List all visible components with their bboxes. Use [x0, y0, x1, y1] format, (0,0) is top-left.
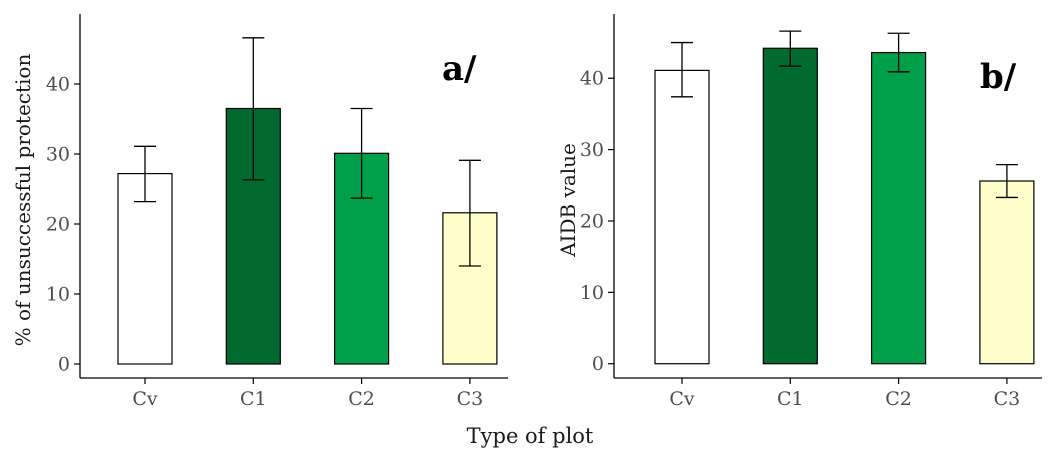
x-tick-label-c1: C1 — [240, 388, 267, 410]
bar-c3 — [979, 180, 1035, 365]
y-tick-label: 30 — [580, 139, 604, 161]
y-tick-label: 10 — [580, 282, 604, 304]
x-tick-label-c2: C2 — [348, 388, 375, 410]
bar-cv — [117, 173, 173, 365]
x-tick-label-cv: Cv — [132, 388, 158, 410]
panel-label: a/ — [442, 49, 477, 89]
y-tick-label: 40 — [580, 68, 604, 90]
y-tick-label: 30 — [46, 144, 70, 166]
y-tick-label: 10 — [46, 284, 70, 306]
bar-c2 — [870, 51, 927, 365]
y-tick-label: 0 — [58, 354, 70, 376]
x-tick-label-c3: C3 — [457, 388, 484, 410]
x-axis-title: Type of plot — [466, 424, 594, 448]
panel-label: b/ — [980, 57, 1017, 97]
bar-c1 — [762, 47, 818, 365]
x-tick-label-c1: C1 — [777, 388, 804, 410]
y-axis-title: AIDB value — [556, 143, 580, 258]
x-tick-label-c2: C2 — [885, 388, 912, 410]
x-tick-label-c3: C3 — [994, 388, 1021, 410]
x-tick-label-cv: Cv — [669, 388, 695, 410]
bar-cv — [654, 69, 710, 365]
panel-a: 0 10 20 30 40 Cv C1 C2 C3 % of unsuccessful prote… — [11, 14, 508, 410]
y-tick-label: 0 — [592, 353, 604, 375]
y-tick-label: 40 — [46, 74, 70, 96]
y-tick-label: 20 — [46, 214, 70, 236]
y-axis-title: % of unsuccessful protection — [11, 54, 35, 347]
y-tick-label: 20 — [580, 210, 604, 232]
panel-b: 0 10 20 30 40 Cv C1 C2 C3 AIDB value b/ — [556, 14, 1042, 410]
